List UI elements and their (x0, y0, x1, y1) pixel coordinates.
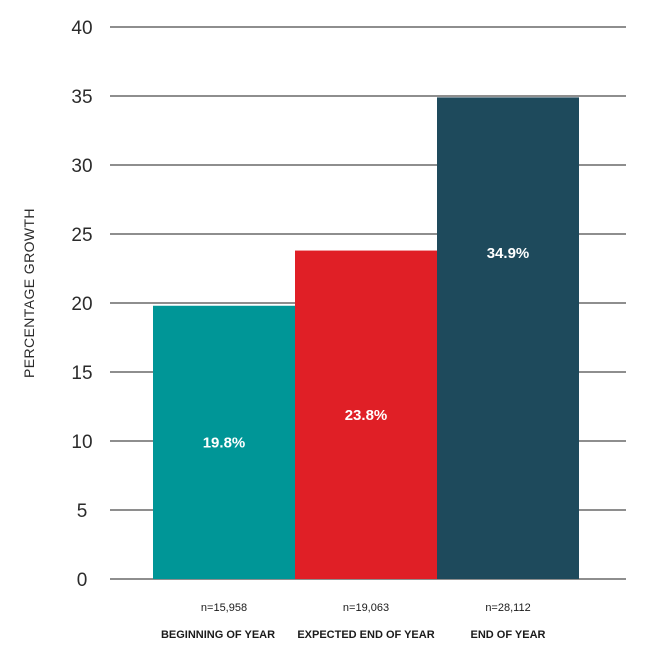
y-axis-label: PERCENTAGE GROWTH (21, 208, 37, 378)
category-label: BEGINNING OF YEAR (161, 629, 275, 641)
y-tick-label: 20 (71, 294, 92, 315)
data-label: 19.8% (203, 434, 246, 451)
bar (153, 305, 295, 579)
bar-group: 34.9% (437, 97, 579, 579)
category-label: END OF YEAR (471, 629, 546, 641)
bar (295, 250, 437, 579)
bar-group: 23.8% (295, 250, 437, 579)
y-tick-label: 0 (77, 570, 88, 591)
sample-size-label: n=19,063 (343, 602, 389, 614)
y-axis-ticks: 0 5 10 15 20 25 30 35 40 (71, 18, 92, 591)
y-tick-label: 30 (71, 156, 92, 177)
y-tick-label: 25 (71, 225, 92, 246)
y-tick-label: 35 (71, 87, 92, 108)
y-tick-label: 40 (71, 18, 92, 39)
bar-group: 19.8% (153, 305, 295, 579)
bar (437, 97, 579, 579)
bars: 19.8% 23.8% 34.9% (153, 97, 579, 579)
y-tick-label: 5 (77, 501, 88, 522)
sample-size-label: n=28,112 (485, 602, 530, 614)
x-axis-labels: n=15,958 BEGINNING OF YEAR n=19,063 EXPECTE… (161, 602, 546, 641)
category-label: EXPECTED END OF YEAR (297, 629, 434, 641)
y-tick-label: 15 (71, 363, 92, 384)
data-label: 34.9% (487, 245, 530, 262)
data-label: 23.8% (345, 407, 388, 424)
sample-size-label: n=15,958 (201, 602, 247, 614)
y-tick-label: 10 (71, 432, 92, 453)
